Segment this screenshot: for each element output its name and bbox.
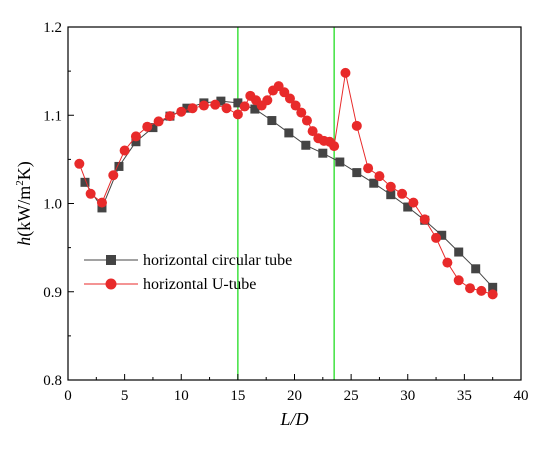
plot-frame [67, 26, 522, 381]
data-point [148, 123, 158, 133]
y-axis-title-unit: (kW/m [14, 186, 35, 237]
y-tick-label: 1.0 [43, 197, 62, 213]
x-axis-title: L/D [279, 409, 308, 429]
data-point [96, 197, 107, 208]
y-tick-label: 1.1 [43, 108, 62, 124]
x-tick-label: 35 [457, 388, 472, 404]
legend-label-u-tube: horizontal U-tube [143, 276, 256, 293]
data-point [80, 177, 90, 187]
data-point [397, 188, 408, 199]
data-point [233, 98, 243, 108]
data-point [465, 283, 476, 294]
x-tick-label: 15 [230, 388, 245, 404]
data-point [307, 126, 318, 137]
data-point [386, 190, 396, 200]
data-point [476, 285, 487, 296]
y-tick-label: 1.2 [43, 20, 62, 36]
data-point [329, 141, 340, 152]
data-point [369, 178, 379, 188]
y-axis-title-symbol: h [14, 237, 34, 246]
data-point [296, 107, 307, 118]
data-point [352, 168, 362, 178]
x-tick-label: 30 [400, 388, 415, 404]
data-point [487, 289, 498, 300]
data-point [210, 99, 221, 110]
data-point [403, 202, 413, 212]
data-point [488, 282, 498, 292]
data-point [142, 121, 153, 132]
data-point [176, 106, 187, 117]
data-point [239, 101, 250, 112]
x-tick-label: 10 [174, 388, 189, 404]
data-point [74, 158, 85, 169]
data-point [431, 232, 442, 243]
y-tick-label: 0.8 [43, 373, 62, 389]
x-tick-label: 20 [287, 388, 302, 404]
y-tick-label: 0.9 [43, 285, 62, 301]
x-tick-label: 25 [344, 388, 359, 404]
data-point [318, 148, 328, 158]
data-point [267, 116, 277, 126]
legend-square-marker [106, 255, 116, 265]
data-point [221, 103, 232, 114]
data-point [164, 111, 175, 122]
data-point [108, 170, 119, 181]
data-point [437, 230, 447, 240]
data-point [374, 171, 385, 182]
data-point [363, 163, 374, 174]
data-point [351, 120, 362, 131]
data-point [340, 67, 351, 78]
series-layer [74, 67, 498, 300]
legend: horizontal circular tube horizontal U-tu… [84, 252, 292, 293]
data-point [442, 257, 453, 268]
data-point [198, 100, 209, 111]
data-point [85, 188, 96, 199]
data-point [250, 104, 260, 114]
data-point [182, 103, 192, 113]
data-point [471, 264, 481, 274]
data-point [385, 181, 396, 192]
data-point [419, 214, 430, 225]
data-point [187, 103, 198, 114]
data-point [284, 93, 295, 104]
legend-label-circular-tube: horizontal circular tube [143, 252, 292, 269]
y-axis-title-sup: 2 [14, 180, 26, 186]
data-point [408, 197, 419, 208]
y-axis-title-unit-end: K) [14, 161, 35, 180]
data-point [453, 275, 464, 286]
legend-item-u-tube: horizontal U-tube [84, 276, 256, 293]
data-point [301, 140, 311, 150]
data-point [153, 116, 164, 127]
data-point [216, 96, 226, 106]
data-point [114, 161, 124, 171]
data-point [290, 100, 301, 111]
data-point [284, 128, 294, 138]
legend-circle-marker [105, 278, 117, 290]
data-point [301, 115, 312, 126]
reference-lines [237, 27, 335, 380]
data-point [262, 95, 273, 106]
x-tick-label: 40 [514, 388, 529, 404]
axis-ticks: 0 5 10 15 20 25 30 35 40 0.8 0.9 1.0 1.1 1.2 [43, 20, 528, 404]
data-point [97, 203, 107, 213]
data-point [335, 157, 345, 167]
data-point [119, 145, 130, 156]
data-point [130, 131, 141, 142]
x-tick-label: 5 [121, 388, 129, 404]
data-point [454, 247, 464, 257]
x-tick-label: 0 [64, 388, 72, 404]
legend-item-circular-tube: horizontal circular tube [84, 252, 292, 269]
data-point [232, 109, 243, 120]
series-2 [74, 67, 498, 300]
y-axis-title: h(kW/m2K) [14, 161, 35, 246]
data-point [131, 137, 141, 147]
